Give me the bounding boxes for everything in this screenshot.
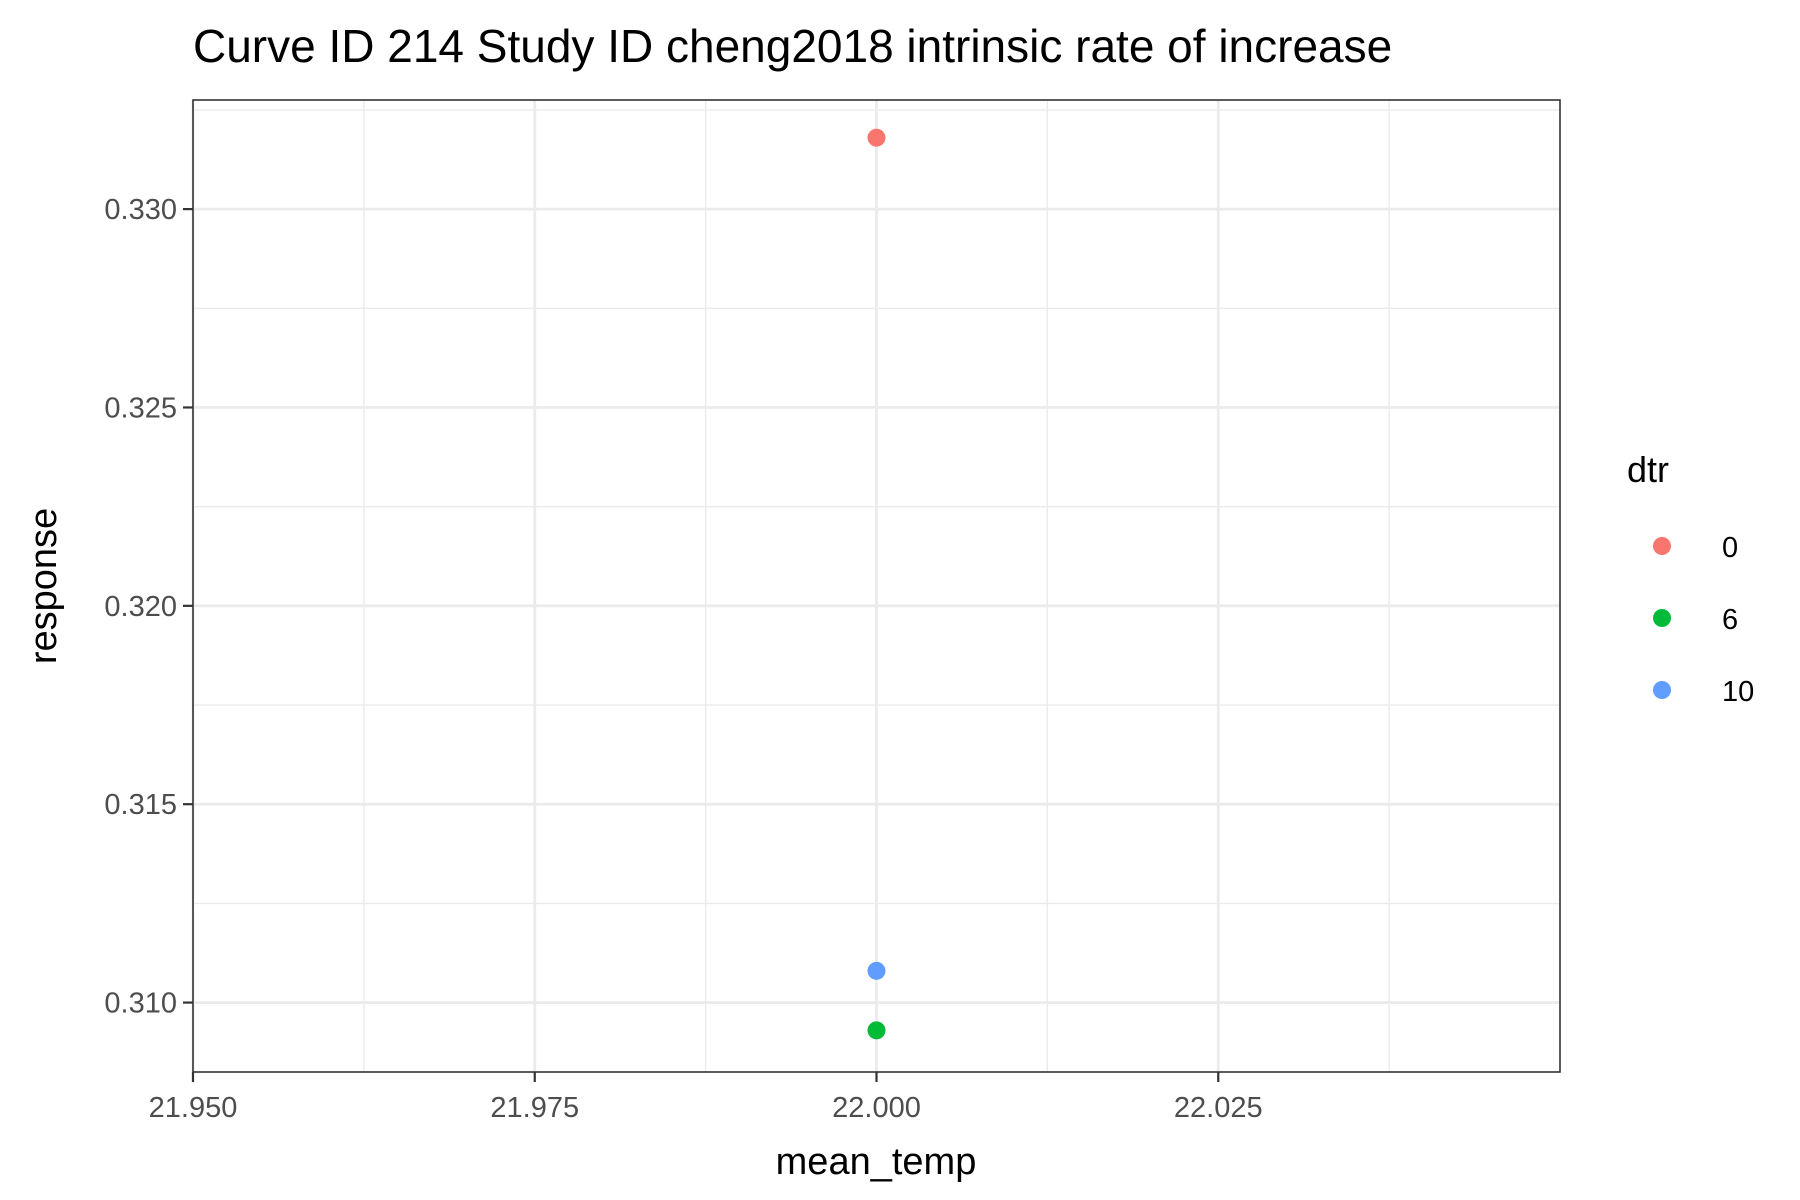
y-tick-label: 0.310 <box>104 988 177 1020</box>
legend-key-dtr-0 <box>1653 537 1671 555</box>
legend-key-dtr-10 <box>1653 681 1671 699</box>
x-tick-label: 22.000 <box>832 1092 921 1124</box>
data-point-dtr-6 <box>868 1021 886 1039</box>
x-tick-label: 21.975 <box>490 1092 579 1124</box>
y-tick-label: 0.325 <box>104 392 177 424</box>
x-tick-label: 21.950 <box>149 1092 238 1124</box>
legend-title: dtr <box>1627 449 1669 490</box>
legend-key-dtr-6 <box>1653 609 1671 627</box>
y-axis-title: response <box>23 508 65 664</box>
legend-label: 0 <box>1722 532 1738 564</box>
data-point-dtr-0 <box>868 129 886 147</box>
y-tick-label: 0.330 <box>104 194 177 226</box>
legend-label: 6 <box>1722 604 1738 636</box>
y-tick-label: 0.315 <box>104 789 177 821</box>
data-point-dtr-10 <box>868 962 886 980</box>
x-axis-title: mean_temp <box>776 1141 977 1183</box>
legend-label: 10 <box>1722 676 1754 708</box>
chart-title: Curve ID 214 Study ID cheng2018 intrinsi… <box>193 20 1392 72</box>
x-tick-label: 22.025 <box>1174 1092 1263 1124</box>
y-tick-label: 0.320 <box>104 591 177 623</box>
